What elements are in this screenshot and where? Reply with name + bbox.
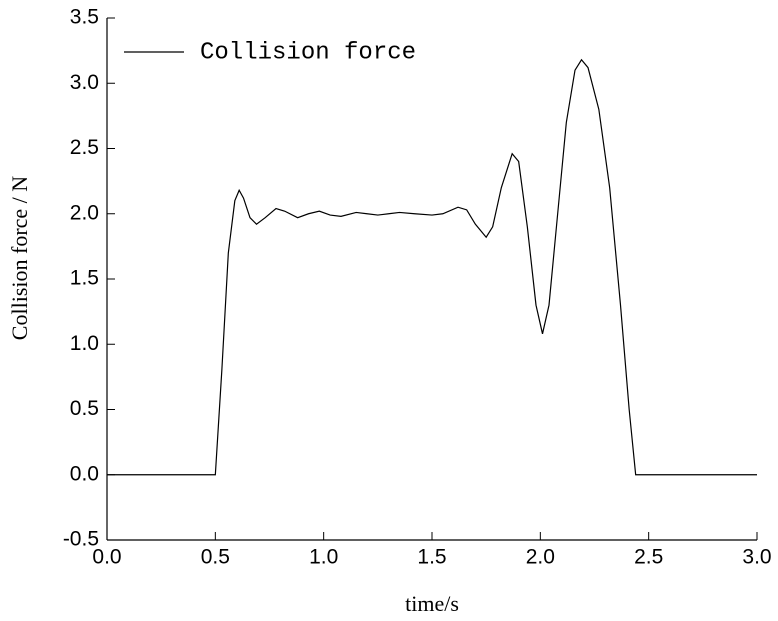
y-tick-label: 3.0	[70, 71, 99, 94]
y-tick-label: 3.5	[70, 6, 99, 29]
x-axis-label: time/s	[405, 591, 459, 616]
x-tick-label: 0.5	[201, 546, 230, 569]
x-tick-label: 1.5	[417, 546, 446, 569]
data-line	[107, 58, 757, 476]
y-tick-label: 0.5	[70, 397, 99, 420]
y-tick-label: 2.0	[70, 201, 99, 224]
y-tick-label: -0.5	[63, 528, 99, 551]
x-tick-label: 0.0	[92, 546, 121, 569]
x-tick-label: 2.0	[526, 546, 555, 569]
legend-label: Collision force	[200, 39, 416, 66]
y-tick-label: 1.0	[70, 332, 99, 355]
x-tick-label: 3.0	[742, 546, 771, 569]
x-tick-label: 1.0	[309, 546, 338, 569]
y-axis-label: Collision force / N	[7, 176, 32, 340]
y-tick-label: 2.5	[70, 136, 99, 159]
x-tick-label: 2.5	[634, 546, 663, 569]
y-tick-label: 1.5	[70, 267, 99, 290]
y-tick-label: 0.0	[70, 462, 99, 485]
